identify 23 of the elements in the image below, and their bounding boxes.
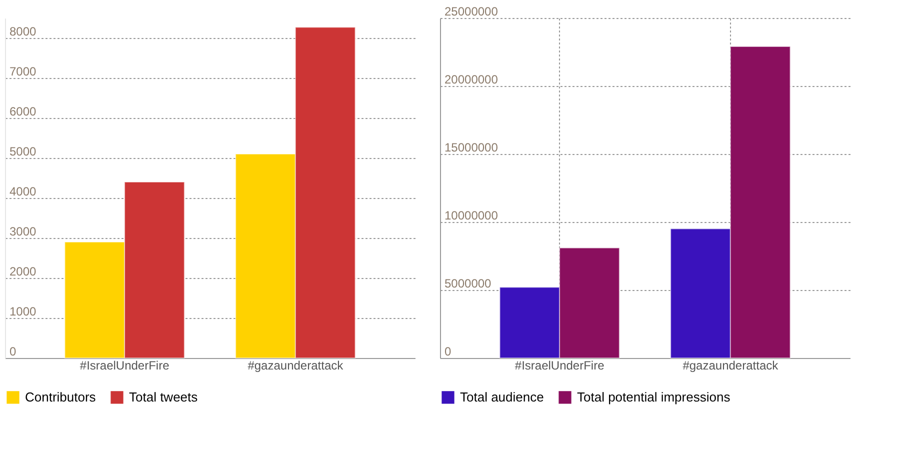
legend-label: Total audience (460, 389, 544, 404)
legend-label: Total tweets (129, 389, 198, 404)
x-tick-label: #gazaunderattack (682, 358, 780, 372)
y-tick-label: 7000 (10, 64, 37, 78)
y-tick-label: 3000 (10, 224, 37, 238)
y-tick-label: 5000 (10, 144, 37, 158)
y-tick-label: 5000000 (444, 276, 492, 290)
y-tick-label: 1000 (10, 304, 37, 318)
y-tick-label: 15000000 (444, 140, 498, 154)
y-tick-label: 0 (444, 344, 452, 358)
x-tick-label: #IsraelUnderFire (514, 358, 605, 372)
y-tick-label: 8000 (10, 24, 37, 38)
y-tick-label: 20000000 (444, 72, 498, 86)
legend-label: Contributors (25, 389, 96, 404)
y-tick-label: 2000 (10, 264, 37, 278)
y-tick-label: 25000000 (444, 4, 498, 18)
legend-label: Total potential impressions (577, 389, 731, 404)
y-tick-label: 6000 (10, 104, 37, 118)
x-tick-label: #IsraelUnderFire (80, 358, 170, 372)
x-tick-label: #gazaunderattack (248, 358, 344, 372)
y-tick-label: 0 (10, 344, 16, 358)
y-tick-label: 4000 (10, 184, 37, 198)
y-tick-label: 10000000 (444, 208, 498, 222)
